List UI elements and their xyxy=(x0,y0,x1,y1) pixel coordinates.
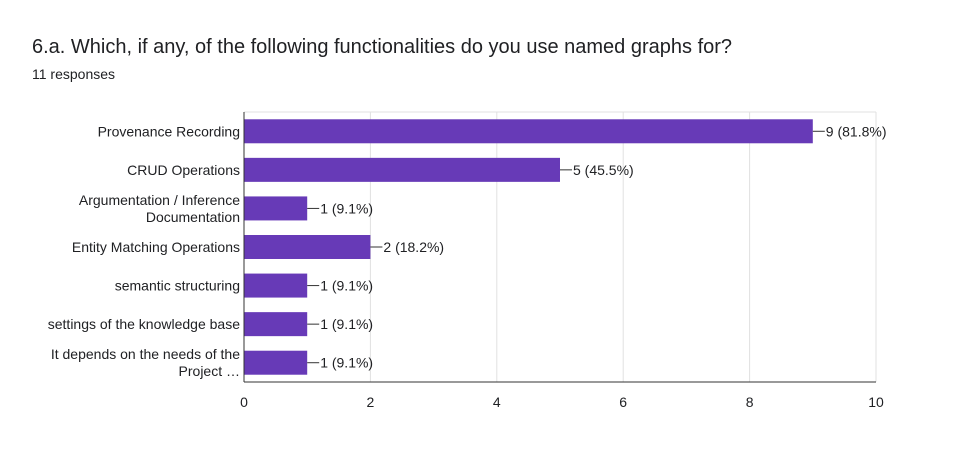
category-label-line: Project … xyxy=(179,363,240,379)
x-tick-label-6: 6 xyxy=(619,394,627,410)
value-label-1: 5 (45.5%) xyxy=(573,162,634,178)
x-tick-label-4: 4 xyxy=(493,394,501,410)
category-label-line: Provenance Recording xyxy=(98,123,240,139)
bar-4 xyxy=(244,273,308,298)
value-label-3: 2 (18.2%) xyxy=(383,239,444,255)
category-label-2: Argumentation / Inference Documentation xyxy=(79,192,240,225)
bar-2 xyxy=(244,196,308,221)
bar-0 xyxy=(244,119,813,144)
bar-5 xyxy=(244,312,308,337)
question-title: 6.a. Which, if any, of the following fun… xyxy=(32,36,733,58)
category-label-line: Argumentation / Inference xyxy=(79,192,240,208)
category-label-line: Documentation xyxy=(146,209,240,225)
x-tick-label-0: 0 xyxy=(240,394,248,410)
bar-1 xyxy=(244,157,560,182)
category-label-1: CRUD Operations xyxy=(127,162,240,178)
response-count: 11 responses xyxy=(32,66,116,82)
category-label-6: It depends on the needs of the Project … xyxy=(51,346,240,379)
category-label-line: It depends on the needs of the xyxy=(51,346,240,362)
bar-3 xyxy=(244,235,371,259)
value-label-0: 9 (81.8%) xyxy=(826,123,887,139)
value-label-2: 1 (9.1%) xyxy=(320,200,373,216)
category-label-line: CRUD Operations xyxy=(127,162,240,178)
category-label-4: semantic structuring xyxy=(115,278,240,294)
category-label-line: settings of the knowledge base xyxy=(48,316,240,332)
value-label-5: 1 (9.1%) xyxy=(320,316,373,332)
category-label-5: settings of the knowledge base xyxy=(48,316,240,332)
x-tick-label-8: 8 xyxy=(746,394,754,410)
x-tick-label-10: 10 xyxy=(868,394,884,410)
category-label-3: Entity Matching Operations xyxy=(72,239,240,255)
bar-6 xyxy=(244,350,308,375)
category-label-line: Entity Matching Operations xyxy=(72,239,240,255)
x-tick-label-2: 2 xyxy=(367,394,375,410)
value-label-4: 1 (9.1%) xyxy=(320,278,373,294)
category-label-0: Provenance Recording xyxy=(98,123,240,139)
category-label-line: semantic structuring xyxy=(115,278,240,294)
value-label-6: 1 (9.1%) xyxy=(320,355,373,371)
